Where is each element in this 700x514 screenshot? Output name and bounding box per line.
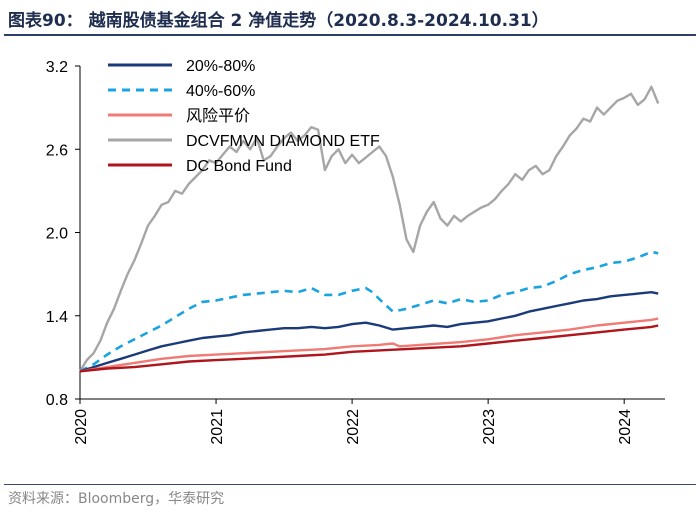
series-line-1 (79, 250, 659, 373)
series-layer (78, 85, 660, 373)
title-divider (4, 34, 696, 36)
chart-axes: 0.8 1.4 2.0 2.6 3.2 2020 2021 2022 2023 2024 (46, 59, 665, 445)
series-line-2 (79, 317, 659, 373)
x-tick-label: 2022 (345, 409, 362, 445)
y-tick-label: 2.6 (46, 142, 68, 159)
legend-label-3: DCVFMVN DIAMOND ETF (186, 133, 380, 150)
source-divider (4, 484, 696, 485)
y-tick-label: 0.8 (46, 392, 68, 409)
x-tick-label: 2020 (73, 409, 90, 445)
y-tick-label: 3.2 (46, 59, 68, 76)
x-tick-label: 2024 (617, 409, 634, 445)
legend-label-0: 20%-80% (186, 58, 255, 75)
legend-label-4: DC Bond Fund (186, 158, 292, 175)
x-tick-label: 2023 (481, 409, 498, 445)
chart-legend: 20%-80% 40%-60% 风险平价 DCVFMVN DIAMOND ETF DC … (108, 58, 380, 175)
x-tick-label: 2021 (209, 409, 226, 445)
y-tick-label: 2.0 (46, 226, 68, 243)
legend-label-1: 40%-60% (186, 83, 255, 100)
legend-label-2: 风险平价 (186, 107, 250, 125)
series-line-3 (78, 85, 660, 372)
y-tick-label: 1.4 (46, 309, 68, 326)
chart-title: 图表90： 越南股债基金组合 2 净值走势（2020.8.3-2024.10.3… (8, 11, 549, 31)
series-line-4 (79, 324, 659, 373)
source-note: 资料来源：Bloomberg，华泰研究 (8, 491, 225, 507)
line-chart: 0.8 1.4 2.0 2.6 3.2 2020 2021 2022 2023 2024 20%-… (46, 58, 665, 445)
series-line-0 (79, 291, 659, 373)
